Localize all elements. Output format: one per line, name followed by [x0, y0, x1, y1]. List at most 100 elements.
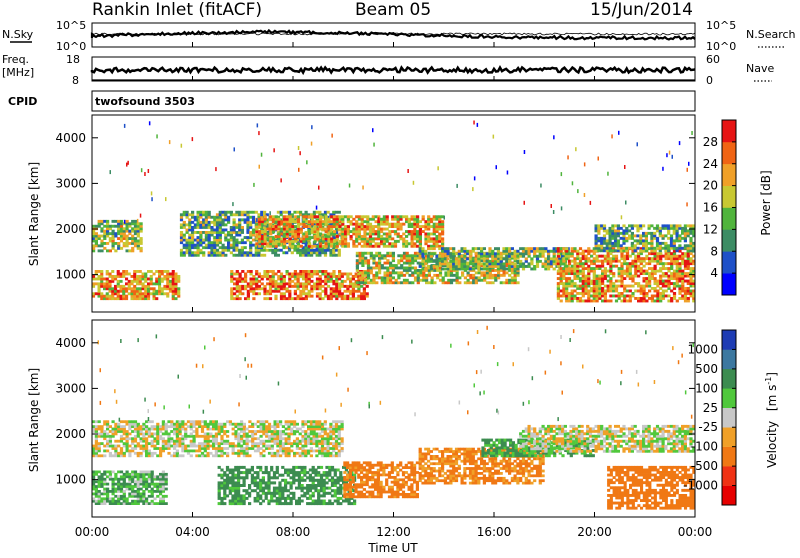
heat-cell: [687, 260, 690, 263]
heat-cell: [676, 229, 679, 232]
heat-cell: [223, 433, 226, 436]
heat-cell: [681, 227, 684, 230]
heat-cell: [361, 281, 364, 284]
heat-cell: [198, 445, 201, 448]
heat-cell: [500, 252, 503, 255]
heat-cell: [640, 260, 643, 263]
heat-cell: [288, 292, 291, 295]
heat-cell: [620, 280, 623, 283]
heat-cell: [684, 239, 687, 242]
heat-cell: [187, 450, 190, 453]
heat-cell: [347, 228, 350, 231]
heat-cell: [597, 229, 600, 232]
heat-cell: [204, 447, 207, 450]
heat-cell: [667, 227, 670, 230]
heat-cell: [667, 280, 670, 283]
heat-cell: [321, 251, 324, 254]
heat-cell: [131, 442, 134, 445]
heat-cell: [302, 240, 305, 243]
heat-cell: [406, 254, 409, 257]
heat-cell: [350, 215, 353, 218]
heat-cell: [687, 234, 690, 237]
heat-cell: [262, 425, 265, 428]
heat-cell: [571, 300, 574, 303]
heat-cell: [167, 452, 170, 455]
colorbar-tick-label: 12: [703, 222, 718, 236]
heat-cell: [204, 454, 207, 457]
heat-cell: [204, 442, 207, 445]
heat-cell: [272, 218, 275, 221]
heat-cell: [629, 272, 632, 275]
heat-cell: [207, 447, 210, 450]
heat-cell: [257, 213, 260, 216]
heat-cell: [169, 285, 172, 288]
heat-cell: [106, 282, 109, 285]
heat-cell: [628, 237, 631, 240]
heat-cell: [246, 437, 249, 440]
heat-cell: [216, 249, 219, 252]
heat-cell: [631, 224, 634, 227]
heat-speck: [621, 215, 623, 219]
heat-cell: [137, 247, 140, 250]
heat-cell: [562, 247, 565, 250]
heat-cell: [654, 287, 657, 290]
heat-cell: [240, 420, 243, 423]
heat-cell: [441, 247, 444, 250]
heat-cell: [684, 260, 687, 263]
heat-cell: [291, 245, 294, 248]
heat-cell: [153, 273, 156, 276]
heat-cell: [427, 247, 430, 250]
heat-cell: [305, 282, 308, 285]
heat-cell: [631, 260, 634, 263]
heat-cell: [187, 435, 190, 438]
heat-cell: [648, 260, 651, 263]
heat-cell: [275, 240, 278, 243]
heat-cell: [274, 295, 277, 298]
heat-cell: [550, 262, 553, 265]
heat-cell: [265, 425, 268, 428]
heat-cell: [488, 250, 491, 253]
heat-cell: [212, 437, 215, 440]
heat-cell: [670, 290, 673, 293]
heat-cell: [172, 275, 175, 278]
heat-cell: [117, 270, 120, 273]
heat-cell: [251, 435, 254, 438]
heat-cell: [188, 221, 191, 224]
heat-cell: [392, 281, 395, 284]
heat-cell: [177, 290, 180, 293]
heat-cell: [134, 232, 137, 235]
heat-cell: [419, 265, 422, 268]
heat-cell: [197, 213, 200, 216]
heat-cell: [279, 440, 282, 443]
heat-cell: [266, 282, 269, 285]
heat-cell: [219, 229, 222, 232]
heat-cell: [530, 247, 533, 250]
heat-cell: [500, 257, 503, 260]
heat-cell: [140, 249, 143, 252]
heat-cell: [358, 223, 361, 226]
heat-cell: [659, 229, 662, 232]
heat-cell: [419, 247, 422, 250]
heat-cell: [117, 428, 120, 431]
heat-cell: [150, 292, 153, 295]
heat-cell: [103, 435, 106, 438]
heat-cell: [601, 290, 604, 293]
heat-cell: [266, 242, 269, 245]
heat-cell: [659, 232, 662, 235]
heat-cell: [511, 247, 514, 250]
heat-cell: [282, 452, 285, 455]
heat-cell: [562, 267, 565, 270]
heat-cell: [557, 265, 560, 268]
heat-cell: [103, 242, 106, 245]
heat-cell: [240, 447, 243, 450]
cpid-label: CPID: [8, 95, 37, 108]
heat-cell: [123, 237, 126, 240]
heat-cell: [500, 265, 503, 268]
heat-cell: [274, 440, 277, 443]
heat-cell: [112, 447, 115, 450]
heat-cell: [285, 447, 288, 450]
heat-cell: [133, 273, 136, 276]
heat-cell: [593, 252, 596, 255]
heat-cell: [522, 262, 525, 265]
heat-cell: [174, 282, 177, 285]
